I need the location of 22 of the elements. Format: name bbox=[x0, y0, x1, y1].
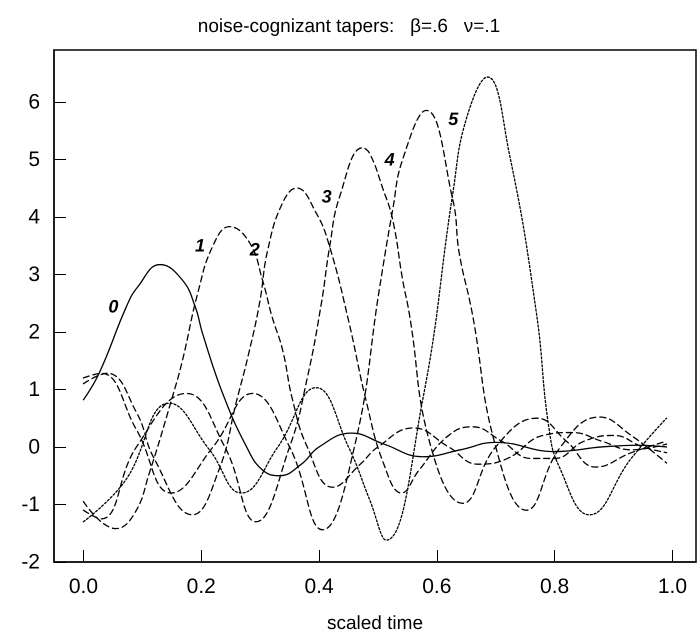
x-tick-label: 0.6 bbox=[422, 575, 452, 598]
y-tick-label: 0 bbox=[28, 435, 40, 458]
series-label: 0 bbox=[108, 296, 118, 317]
chart-title: noise-cognizant tapers: β=.6 ν=.1 bbox=[198, 16, 500, 37]
series-label: 5 bbox=[448, 109, 460, 130]
y-tick-label: -1 bbox=[21, 492, 40, 516]
x-tick-label: 1.0 bbox=[658, 575, 688, 598]
y-tick-label: 1 bbox=[28, 378, 40, 401]
x-axis-title: scaled time bbox=[326, 613, 424, 634]
y-tick-label: 4 bbox=[28, 205, 40, 228]
y-tick-label: -2 bbox=[21, 550, 40, 574]
y-tick-label: 3 bbox=[28, 262, 40, 286]
series-label: 3 bbox=[322, 186, 332, 207]
y-tick-label: 6 bbox=[28, 90, 40, 114]
x-tick-label: 0.4 bbox=[304, 575, 334, 598]
x-tick-label: 0.8 bbox=[540, 575, 570, 598]
x-tick-label: 0.0 bbox=[68, 575, 98, 598]
y-tick-label: 5 bbox=[28, 148, 40, 171]
series-label: 4 bbox=[384, 149, 395, 170]
series-label: 1 bbox=[195, 236, 206, 256]
x-tick-label: 0.2 bbox=[186, 575, 216, 598]
y-tick-label: 2 bbox=[28, 320, 40, 344]
